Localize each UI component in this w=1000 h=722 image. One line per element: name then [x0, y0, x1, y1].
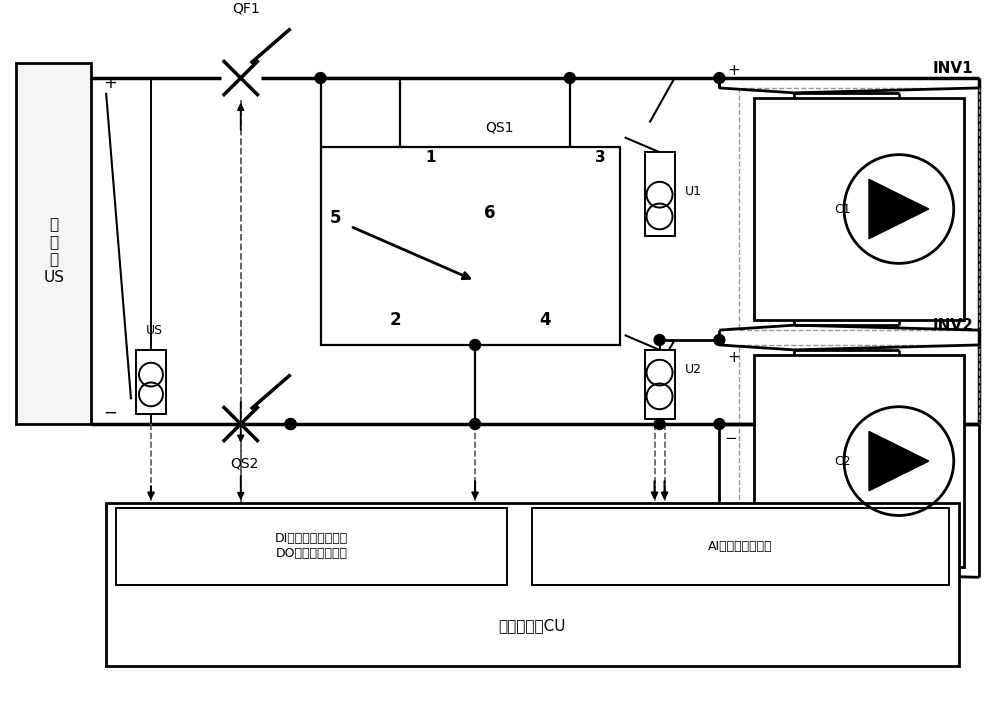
Text: 4: 4: [539, 311, 551, 329]
Circle shape: [285, 419, 296, 430]
Bar: [106, 503, 959, 666]
Circle shape: [285, 419, 296, 430]
Text: 接
触
网
US: 接 触 网 US: [43, 217, 64, 284]
Bar: [739, 345, 979, 578]
Text: QS2: QS2: [231, 456, 259, 471]
Text: QS1: QS1: [486, 121, 514, 134]
Text: AI模拟量采集模块: AI模拟量采集模块: [708, 540, 773, 553]
Circle shape: [654, 419, 665, 430]
Polygon shape: [869, 179, 929, 239]
Text: +: +: [103, 74, 117, 92]
Circle shape: [315, 73, 326, 84]
Text: INV2: INV2: [933, 318, 974, 333]
Bar: [645, 152, 675, 236]
Bar: [116, 508, 507, 585]
Text: −: −: [727, 321, 740, 336]
Polygon shape: [869, 432, 929, 491]
Bar: [754, 355, 964, 567]
Bar: [532, 508, 949, 585]
Text: US: US: [146, 323, 163, 336]
Circle shape: [470, 339, 481, 350]
Text: +: +: [727, 350, 740, 365]
Text: QF1: QF1: [232, 2, 260, 16]
Circle shape: [654, 334, 665, 345]
Circle shape: [470, 419, 481, 430]
Bar: [335, 167, 605, 330]
Text: C1: C1: [834, 202, 851, 215]
Bar: [739, 88, 979, 330]
Bar: [645, 350, 675, 419]
Circle shape: [714, 73, 725, 84]
Text: +: +: [727, 63, 740, 78]
Text: 6: 6: [484, 204, 496, 222]
Text: DI数字量采集模块、
DO数字量控制模块: DI数字量采集模块、 DO数字量控制模块: [275, 532, 348, 560]
Circle shape: [714, 334, 725, 345]
Text: −: −: [724, 431, 737, 446]
Circle shape: [714, 419, 725, 430]
Bar: [136, 350, 166, 414]
Bar: [754, 97, 964, 321]
Bar: [16, 64, 91, 424]
Text: U1: U1: [684, 186, 701, 199]
Bar: [320, 147, 620, 345]
Text: C2: C2: [834, 455, 851, 468]
Circle shape: [564, 73, 575, 84]
Text: 2: 2: [389, 311, 401, 329]
Text: INV1: INV1: [933, 61, 974, 76]
Text: 3: 3: [595, 149, 605, 165]
Text: 切换控制器CU: 切换控制器CU: [499, 618, 566, 633]
Text: U2: U2: [684, 363, 701, 376]
Text: −: −: [103, 403, 117, 421]
Text: 5: 5: [330, 209, 341, 227]
Text: 1: 1: [425, 149, 436, 165]
